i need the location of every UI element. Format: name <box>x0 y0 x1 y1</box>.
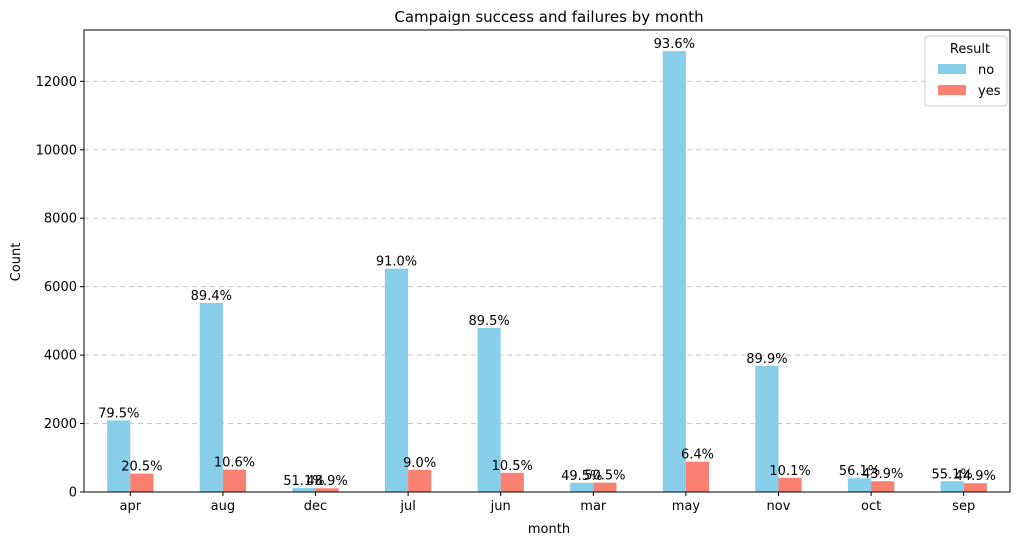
x-tick-label-oct: oct <box>861 499 881 514</box>
data-label-yes-sep: 44.9% <box>955 469 996 484</box>
y-tick-label: 6000 <box>44 280 77 295</box>
bar-no-aug <box>199 302 223 492</box>
data-label-yes-apr: 20.5% <box>121 460 162 475</box>
legend-label-no: no <box>978 63 994 78</box>
bar-yes-apr <box>130 473 154 492</box>
bar-yes-dec <box>315 488 339 492</box>
x-tick-label-nov: nov <box>767 499 791 514</box>
data-label-no-jun: 89.5% <box>468 314 509 329</box>
y-tick-label: 4000 <box>44 349 77 364</box>
bar-yes-nov <box>778 477 802 492</box>
bar-no-sep <box>940 481 964 492</box>
y-tick-label: 2000 <box>44 417 77 432</box>
x-tick-label-jul: jul <box>399 499 415 514</box>
x-tick-label-sep: sep <box>952 499 975 514</box>
axes: 0 2000 4000 6000 8000 10000 12000 apr aug dec jul j… <box>36 29 1011 514</box>
legend-label-yes: yes <box>978 84 1001 99</box>
bar-yes-mar <box>593 482 617 492</box>
data-labels: 79.5% 20.5% 89.4% 10.6% 51.1%48.9% 91.0% 9.0% 8… <box>98 37 996 489</box>
legend-swatch-yes <box>938 85 966 95</box>
data-label-no-may: 93.6% <box>654 37 695 52</box>
data-label-no-sep: 55.1% <box>931 467 972 482</box>
bar-yes-jul <box>408 469 432 492</box>
data-label-no-nov: 89.9% <box>746 352 787 367</box>
data-label-no-mar: 49.5% <box>561 469 602 484</box>
plot-frame <box>83 29 1011 493</box>
bars <box>107 51 987 492</box>
bar-no-nov <box>755 365 779 492</box>
bar-no-apr <box>107 420 131 492</box>
chart-title: Campaign success and failures by month <box>394 8 703 26</box>
data-label-yes-oct: 43.9% <box>862 467 903 482</box>
data-label-yes-may: 6.4% <box>681 448 714 463</box>
bar-no-mar <box>570 482 594 492</box>
bar-no-dec <box>292 488 316 492</box>
data-label-yes-jun: 10.5% <box>492 459 533 474</box>
bar-yes-may <box>685 461 710 492</box>
data-label-yes-aug: 10.6% <box>214 456 255 471</box>
bar-no-oct <box>847 478 872 492</box>
data-label-no-oct: 56.1% <box>839 464 880 479</box>
bar-yes-jun <box>500 472 524 492</box>
legend-swatch-no <box>938 64 966 74</box>
y-tick-label: 10000 <box>36 143 77 158</box>
data-label-no-aug: 89.4% <box>191 289 232 304</box>
x-tick-label-mar: mar <box>580 499 607 514</box>
bar-yes-aug <box>222 469 247 492</box>
y-tick-label: 12000 <box>36 75 77 90</box>
legend-title: Result <box>950 42 990 57</box>
x-tick-label-dec: dec <box>304 499 327 514</box>
data-label-yes-mar: 50.5% <box>584 469 625 484</box>
bar-no-may <box>662 51 686 492</box>
bar-no-jun <box>477 327 501 492</box>
bar-yes-oct <box>871 481 895 492</box>
y-tick-label: 8000 <box>44 212 77 227</box>
data-label-no-dec: 51.1% <box>283 474 324 489</box>
data-label-no-apr: 79.5% <box>98 406 139 421</box>
x-axis-title: month <box>528 522 570 537</box>
x-tick-label-apr: apr <box>120 499 142 514</box>
x-tick-label-jun: jun <box>490 499 511 514</box>
data-label-yes-nov: 10.1% <box>769 464 810 479</box>
grid-lines <box>84 80 1010 425</box>
bar-no-jul <box>384 268 409 492</box>
y-tick-label: 0 <box>69 486 77 501</box>
y-axis-title: Count <box>9 243 24 282</box>
data-label-no-jul: 91.0% <box>376 255 417 270</box>
data-label-yes-jul: 9.0% <box>403 456 436 471</box>
x-tick-label-may: may <box>672 499 701 514</box>
data-label-yes-dec: 48.9% <box>306 474 347 489</box>
bar-yes-sep <box>963 483 987 492</box>
legend: Result no yes <box>924 35 1008 107</box>
x-tick-label-aug: aug <box>211 499 235 514</box>
